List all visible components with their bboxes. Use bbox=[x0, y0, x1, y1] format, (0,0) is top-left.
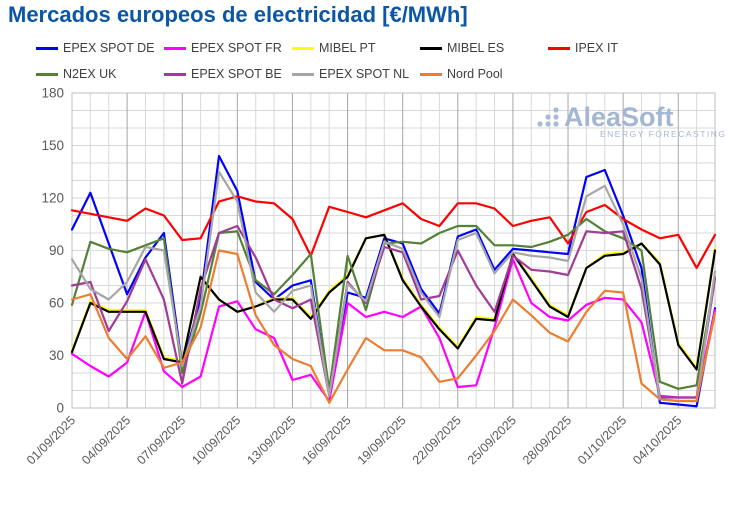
aleasoft-logo-dots-icon bbox=[553, 107, 559, 113]
aleasoft-logo-dots-icon bbox=[545, 121, 551, 127]
legend-swatch bbox=[420, 72, 442, 76]
series-line-epex-spot-be bbox=[70, 224, 717, 399]
legend-label: MIBEL PT bbox=[319, 41, 376, 55]
legend-item-epex-spot-de: EPEX SPOT DE bbox=[36, 40, 164, 56]
legend-label: Nord Pool bbox=[447, 67, 503, 81]
legend-item-epex-spot-nl: EPEX SPOT NL bbox=[292, 66, 420, 82]
y-tick-label: 30 bbox=[49, 348, 64, 363]
legend-label: EPEX SPOT NL bbox=[319, 67, 410, 81]
x-tick-label: 07/09/2025 bbox=[134, 413, 188, 467]
chart-title: Mercados europeos de electricidad [€/MWh… bbox=[8, 2, 468, 27]
aleasoft-logo-dots-icon bbox=[553, 114, 559, 120]
x-tick-label: 22/09/2025 bbox=[410, 413, 464, 467]
series-line-nord-pool bbox=[70, 249, 717, 404]
legend-swatch bbox=[36, 46, 58, 50]
legend-item-epex-spot-be: EPEX SPOT BE bbox=[164, 66, 292, 82]
legend-swatch bbox=[164, 46, 186, 50]
x-tick-label: 04/10/2025 bbox=[630, 413, 684, 467]
legend-label: N2EX UK bbox=[63, 67, 117, 81]
series-line-mibel-es bbox=[70, 233, 717, 371]
legend-item-nord-pool: Nord Pool bbox=[420, 66, 548, 82]
y-tick-label: 90 bbox=[49, 243, 64, 258]
x-tick-label: 16/09/2025 bbox=[300, 413, 354, 467]
legend-swatch bbox=[548, 46, 570, 50]
legend-swatch bbox=[420, 46, 442, 50]
legend-label: EPEX SPOT BE bbox=[191, 67, 282, 81]
aleasoft-logo-dots-icon bbox=[537, 121, 543, 127]
x-tick-label: 19/09/2025 bbox=[355, 413, 409, 467]
legend-swatch bbox=[36, 72, 58, 76]
legend-label: EPEX SPOT FR bbox=[191, 41, 282, 55]
legend-item-epex-spot-fr: EPEX SPOT FR bbox=[164, 40, 292, 56]
x-tick-label: 01/10/2025 bbox=[575, 413, 629, 467]
legend-label: IPEX IT bbox=[575, 41, 619, 55]
legend-label: EPEX SPOT DE bbox=[63, 41, 155, 55]
x-tick-label: 10/09/2025 bbox=[189, 413, 243, 467]
y-tick-label: 60 bbox=[49, 296, 64, 311]
x-tick-label: 25/09/2025 bbox=[465, 413, 519, 467]
x-tick-label: 01/09/2025 bbox=[24, 413, 78, 467]
series-line-epex-spot-nl bbox=[70, 170, 717, 403]
legend-swatch bbox=[292, 46, 314, 50]
y-tick-label: 0 bbox=[56, 401, 64, 416]
aleasoft-logo-dots-icon bbox=[545, 114, 551, 120]
aleasoft-logo-tagline: ENERGY FORECASTING bbox=[600, 129, 727, 139]
legend-item-mibel-pt: MIBEL PT bbox=[292, 40, 420, 56]
x-tick-label: 28/09/2025 bbox=[520, 413, 574, 467]
y-tick-label: 120 bbox=[41, 191, 64, 206]
legend-swatch bbox=[164, 72, 186, 76]
legend-label: MIBEL ES bbox=[447, 41, 505, 55]
aleasoft-logo-text: AleaSoft bbox=[564, 102, 674, 132]
legend-item-ipex-it: IPEX IT bbox=[548, 40, 676, 56]
series-line-ipex-it bbox=[70, 195, 717, 270]
legend-item-mibel-es: MIBEL ES bbox=[420, 40, 548, 56]
aleasoft-logo-dots-icon bbox=[553, 121, 559, 127]
x-tick-label: 04/09/2025 bbox=[79, 413, 133, 467]
y-tick-label: 180 bbox=[41, 86, 64, 101]
y-tick-label: 150 bbox=[41, 138, 64, 153]
series-line-epex-spot-fr bbox=[70, 258, 717, 403]
legend: EPEX SPOT DE EPEX SPOT FR MIBEL PT MIBEL ES… bbox=[36, 40, 716, 82]
x-tick-label: 13/09/2025 bbox=[244, 413, 298, 467]
legend-item-n2ex-uk: N2EX UK bbox=[36, 66, 164, 82]
legend-swatch bbox=[292, 72, 314, 76]
